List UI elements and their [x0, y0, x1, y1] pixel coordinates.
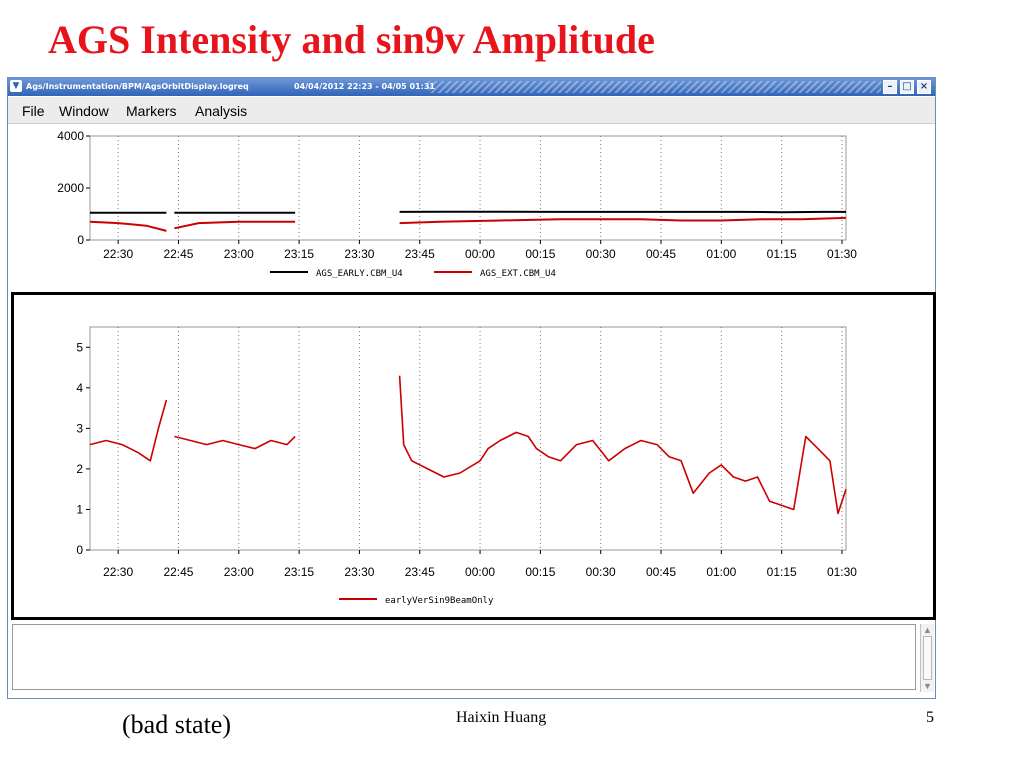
x-tick-label: 23:15	[284, 247, 314, 261]
x-tick-label: 01:15	[767, 247, 797, 261]
x-tick-label: 01:00	[706, 247, 736, 261]
sin9v-chart-svg: 22:30 22:45 23:00 23:15 23:30 23:45 00:00 00:15…	[11, 292, 936, 620]
orbit-display-window: ▼ Ags/Instrumentation/BPM/AgsOrbitDispla…	[7, 77, 936, 699]
y-tick-label: 1	[76, 502, 83, 516]
menu-file[interactable]: File	[22, 103, 45, 119]
x-tick-label: 01:00	[706, 565, 736, 579]
y-tick-label: 0	[77, 233, 84, 247]
x-tick-label: 23:45	[405, 565, 435, 579]
y-tick-label: 4	[76, 381, 83, 395]
x-tick-label: 23:00	[224, 247, 254, 261]
scroll-up-icon[interactable]: ▲	[923, 625, 932, 635]
slide-author: Haixin Huang	[456, 709, 547, 726]
x-tick-label: 00:30	[586, 247, 616, 261]
x-tick-label: 00:15	[525, 565, 555, 579]
x-tick-label: 22:45	[163, 247, 193, 261]
window-path: Ags/Instrumentation/BPM/AgsOrbitDisplay.…	[26, 82, 249, 91]
window-titlebar[interactable]: ▼ Ags/Instrumentation/BPM/AgsOrbitDispla…	[8, 78, 935, 96]
x-tick-label: 00:00	[465, 247, 495, 261]
x-tick-label: 23:15	[284, 565, 314, 579]
slide-page-number: 5	[926, 709, 934, 726]
x-tick-label: 23:00	[224, 565, 254, 579]
x-tick-label: 23:30	[344, 247, 374, 261]
minimize-icon[interactable]: –	[883, 80, 897, 94]
x-tick-label: 23:45	[405, 247, 435, 261]
x-tick-label: 01:30	[827, 247, 857, 261]
menu-analysis[interactable]: Analysis	[195, 103, 248, 119]
window-date-range: 04/04/2012 22:23 - 04/05 01:31	[294, 82, 435, 91]
slide-note: (bad state)	[122, 710, 232, 739]
menubar: File Window Markers Analysis	[8, 97, 935, 124]
series-line	[174, 435, 296, 450]
x-tick-label: 00:30	[586, 565, 616, 579]
y-tick-label: 5	[76, 340, 83, 354]
y-tick-label: 0	[76, 543, 83, 557]
y-tick-label: 2000	[57, 181, 84, 195]
menu-window[interactable]: Window	[59, 103, 109, 119]
series-line	[89, 220, 167, 232]
series-line	[398, 375, 847, 515]
close-icon[interactable]: ×	[917, 80, 931, 94]
series-line	[89, 399, 168, 462]
intensity-chart-svg: 22:30 22:45 23:00 23:15 23:30 23:45 00:00 00:15…	[57, 129, 857, 279]
x-tick-label: 00:15	[525, 247, 555, 261]
y-tick-label: 4000	[57, 129, 84, 143]
window-menu-icon[interactable]: ▼	[10, 80, 22, 92]
series-line	[399, 216, 847, 225]
scroll-thumb[interactable]	[923, 636, 932, 680]
series-line	[174, 220, 296, 230]
message-scrollbar[interactable]: ▲ ▼	[920, 624, 934, 692]
slide-title: AGS Intensity and sin9v Amplitude	[48, 17, 655, 62]
sin9v-chart: 22:30 22:45 23:00 23:15 23:30 23:45 00:00 00:15…	[11, 292, 936, 620]
x-tick-label: 22:30	[103, 565, 133, 579]
y-tick-label: 3	[76, 421, 83, 435]
x-tick-label: 23:30	[344, 565, 374, 579]
x-tick-label: 01:15	[767, 565, 797, 579]
maximize-icon[interactable]: □	[900, 80, 914, 94]
legend-label: earlyVerSin9BeamOnly	[385, 596, 494, 606]
message-panel[interactable]	[12, 624, 916, 690]
x-tick-label: 22:45	[163, 565, 193, 579]
x-tick-label: 22:30	[103, 247, 133, 261]
series-line	[399, 210, 846, 214]
x-tick-label: 00:45	[646, 565, 676, 579]
x-tick-label: 00:45	[646, 247, 676, 261]
legend-label: AGS_EXT.CBM_U4	[480, 269, 556, 279]
x-tick-label: 00:00	[465, 565, 495, 579]
intensity-chart: 22:30 22:45 23:00 23:15 23:30 23:45 00:00 00:15…	[8, 124, 935, 290]
titlebar-grip	[428, 81, 881, 93]
chart-frame	[11, 292, 936, 620]
menu-markers[interactable]: Markers	[126, 103, 177, 119]
plot-area	[89, 326, 847, 551]
scroll-down-icon[interactable]: ▼	[923, 681, 932, 691]
plot-area	[89, 135, 847, 241]
y-tick-label: 2	[76, 462, 83, 476]
legend-label: AGS_EARLY.CBM_U4	[316, 269, 403, 279]
x-tick-label: 01:30	[827, 565, 857, 579]
